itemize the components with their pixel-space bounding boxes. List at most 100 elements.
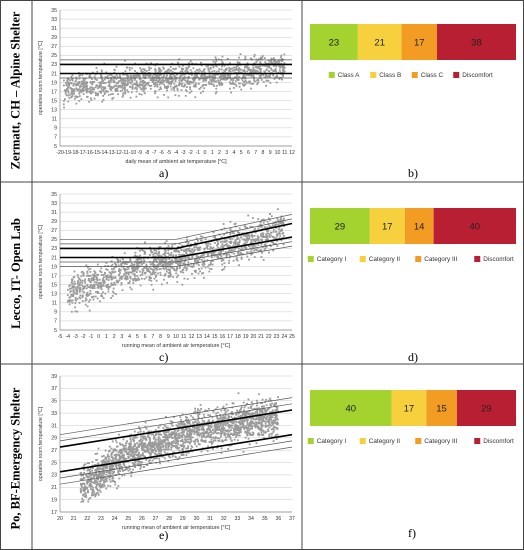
data-point [84, 485, 86, 488]
data-point [192, 76, 195, 79]
data-point [151, 445, 153, 447]
data-point [252, 432, 255, 435]
data-point [115, 77, 118, 80]
data-point [173, 75, 176, 77]
data-point [154, 64, 157, 67]
data-point [77, 286, 80, 289]
data-point [214, 422, 217, 425]
data-point [250, 427, 253, 430]
data-point [203, 428, 205, 431]
data-point [239, 251, 242, 254]
data-point [75, 84, 77, 87]
data-point [118, 464, 120, 467]
data-point [89, 468, 92, 471]
data-point [67, 94, 70, 97]
data-point [106, 276, 109, 278]
data-point [260, 249, 263, 252]
data-point [177, 84, 180, 87]
data-point [195, 420, 198, 423]
data-point [181, 85, 183, 87]
data-point [86, 274, 88, 277]
data-point [77, 280, 80, 282]
data-point [97, 87, 99, 90]
data-point [201, 440, 204, 442]
data-point [265, 75, 267, 78]
data-point [130, 288, 133, 291]
data-point [280, 54, 283, 57]
data-point [84, 489, 86, 492]
data-point [105, 471, 108, 473]
data-point [178, 261, 180, 264]
data-point [212, 448, 214, 450]
data-point [165, 270, 168, 273]
data-point [174, 68, 176, 71]
data-point [70, 91, 73, 94]
x-tick-label: -9 [137, 150, 142, 156]
data-point [270, 416, 273, 418]
data-point [191, 416, 194, 419]
x-tick-label: 23 [274, 334, 280, 340]
data-point [184, 441, 187, 444]
data-point [70, 287, 72, 290]
data-point [107, 288, 110, 290]
data-point [94, 481, 97, 484]
data-point [99, 85, 102, 88]
data-point [102, 455, 105, 457]
data-point [185, 67, 188, 69]
data-point [226, 67, 228, 70]
data-point [111, 464, 114, 466]
data-point [108, 466, 111, 469]
data-point [238, 250, 240, 253]
data-point [119, 470, 121, 472]
data-point [82, 82, 84, 85]
data-point [193, 433, 196, 435]
bar-value-label: 29 [335, 222, 346, 233]
data-point [98, 468, 100, 470]
data-point [154, 271, 157, 274]
data-point [131, 67, 134, 70]
data-point [94, 495, 97, 498]
data-point [146, 445, 149, 448]
data-point [93, 75, 96, 78]
data-point [194, 407, 196, 410]
data-point [125, 442, 128, 444]
data-point [136, 456, 139, 459]
data-point [239, 421, 241, 424]
data-point [181, 445, 184, 448]
data-point [190, 445, 193, 448]
data-point [141, 270, 144, 273]
data-point [83, 79, 86, 82]
data-point [175, 78, 178, 80]
data-point [270, 61, 272, 64]
data-point [121, 262, 124, 265]
data-point [132, 450, 135, 453]
data-point [268, 415, 271, 417]
data-point [148, 85, 151, 87]
data-point [256, 83, 259, 86]
data-point [110, 447, 113, 450]
data-point [277, 71, 280, 74]
data-point [270, 67, 272, 70]
data-point [269, 81, 272, 84]
data-point [261, 64, 264, 67]
data-point [188, 247, 191, 250]
data-point [275, 65, 278, 68]
legend-label: Category III [424, 256, 457, 263]
data-point [235, 413, 238, 416]
data-point [154, 81, 157, 84]
data-point [220, 433, 223, 436]
data-point [89, 267, 92, 270]
data-point [190, 71, 193, 74]
data-point [71, 79, 74, 82]
data-point [220, 259, 223, 262]
data-point [256, 423, 258, 425]
data-point [242, 234, 245, 237]
data-point [201, 263, 204, 266]
data-point [264, 422, 267, 425]
data-point [231, 82, 234, 85]
data-point [258, 428, 260, 430]
data-point [225, 244, 227, 246]
data-point [166, 78, 169, 80]
data-point [150, 457, 153, 459]
